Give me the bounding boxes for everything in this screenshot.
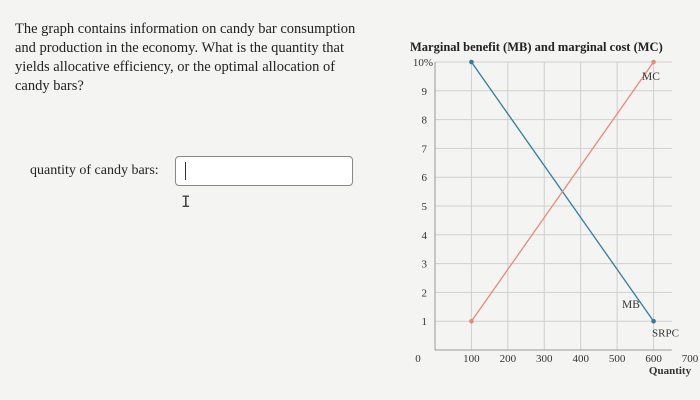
answer-label: quantity of candy bars: [30, 163, 159, 178]
x-tick-label: 500 [609, 353, 626, 365]
chart-title: Marginal benefit (MB) and marginal cost … [410, 40, 663, 54]
x-tick-label: 0 [415, 353, 421, 365]
series-point-mb [651, 318, 656, 324]
series-line-mc [470, 61, 655, 322]
annotation-srpc: SRPC [652, 328, 679, 340]
y-tick-label: 3 [422, 259, 428, 271]
text-caret [184, 162, 186, 180]
y-tick-label: 6 [422, 172, 428, 184]
y-tick-label: 4 [422, 230, 428, 242]
x-tick-label: 700 [682, 353, 699, 365]
y-tick-label: 2 [422, 287, 428, 299]
y-tick-label: 10% [413, 57, 433, 69]
series-label-mb: MB [622, 299, 640, 311]
series-point-mc [651, 59, 656, 65]
quantity-input[interactable] [174, 156, 353, 186]
y-tick-label: 5 [422, 201, 428, 213]
x-tick-label: 300 [536, 353, 553, 365]
series-label-mc: MC [642, 71, 660, 83]
x-tick-label: 600 [645, 353, 662, 365]
y-tick-label: 7 [422, 143, 428, 155]
y-tick-label: 9 [422, 86, 428, 98]
y-tick-label: 1 [422, 316, 428, 328]
answer-row: quantity of candy bars: [30, 156, 353, 186]
x-tick-label: 400 [572, 353, 589, 365]
y-tick-label: 8 [422, 115, 428, 127]
ibeam-cursor-icon: I [181, 192, 191, 211]
x-axis-label: Quantity [649, 365, 692, 377]
question-text: The graph contains information on candy … [15, 21, 356, 94]
x-tick-label: 100 [463, 353, 480, 365]
series-point-mc [469, 318, 474, 324]
series-point-mb [469, 59, 474, 65]
x-tick-label: 200 [500, 353, 517, 365]
